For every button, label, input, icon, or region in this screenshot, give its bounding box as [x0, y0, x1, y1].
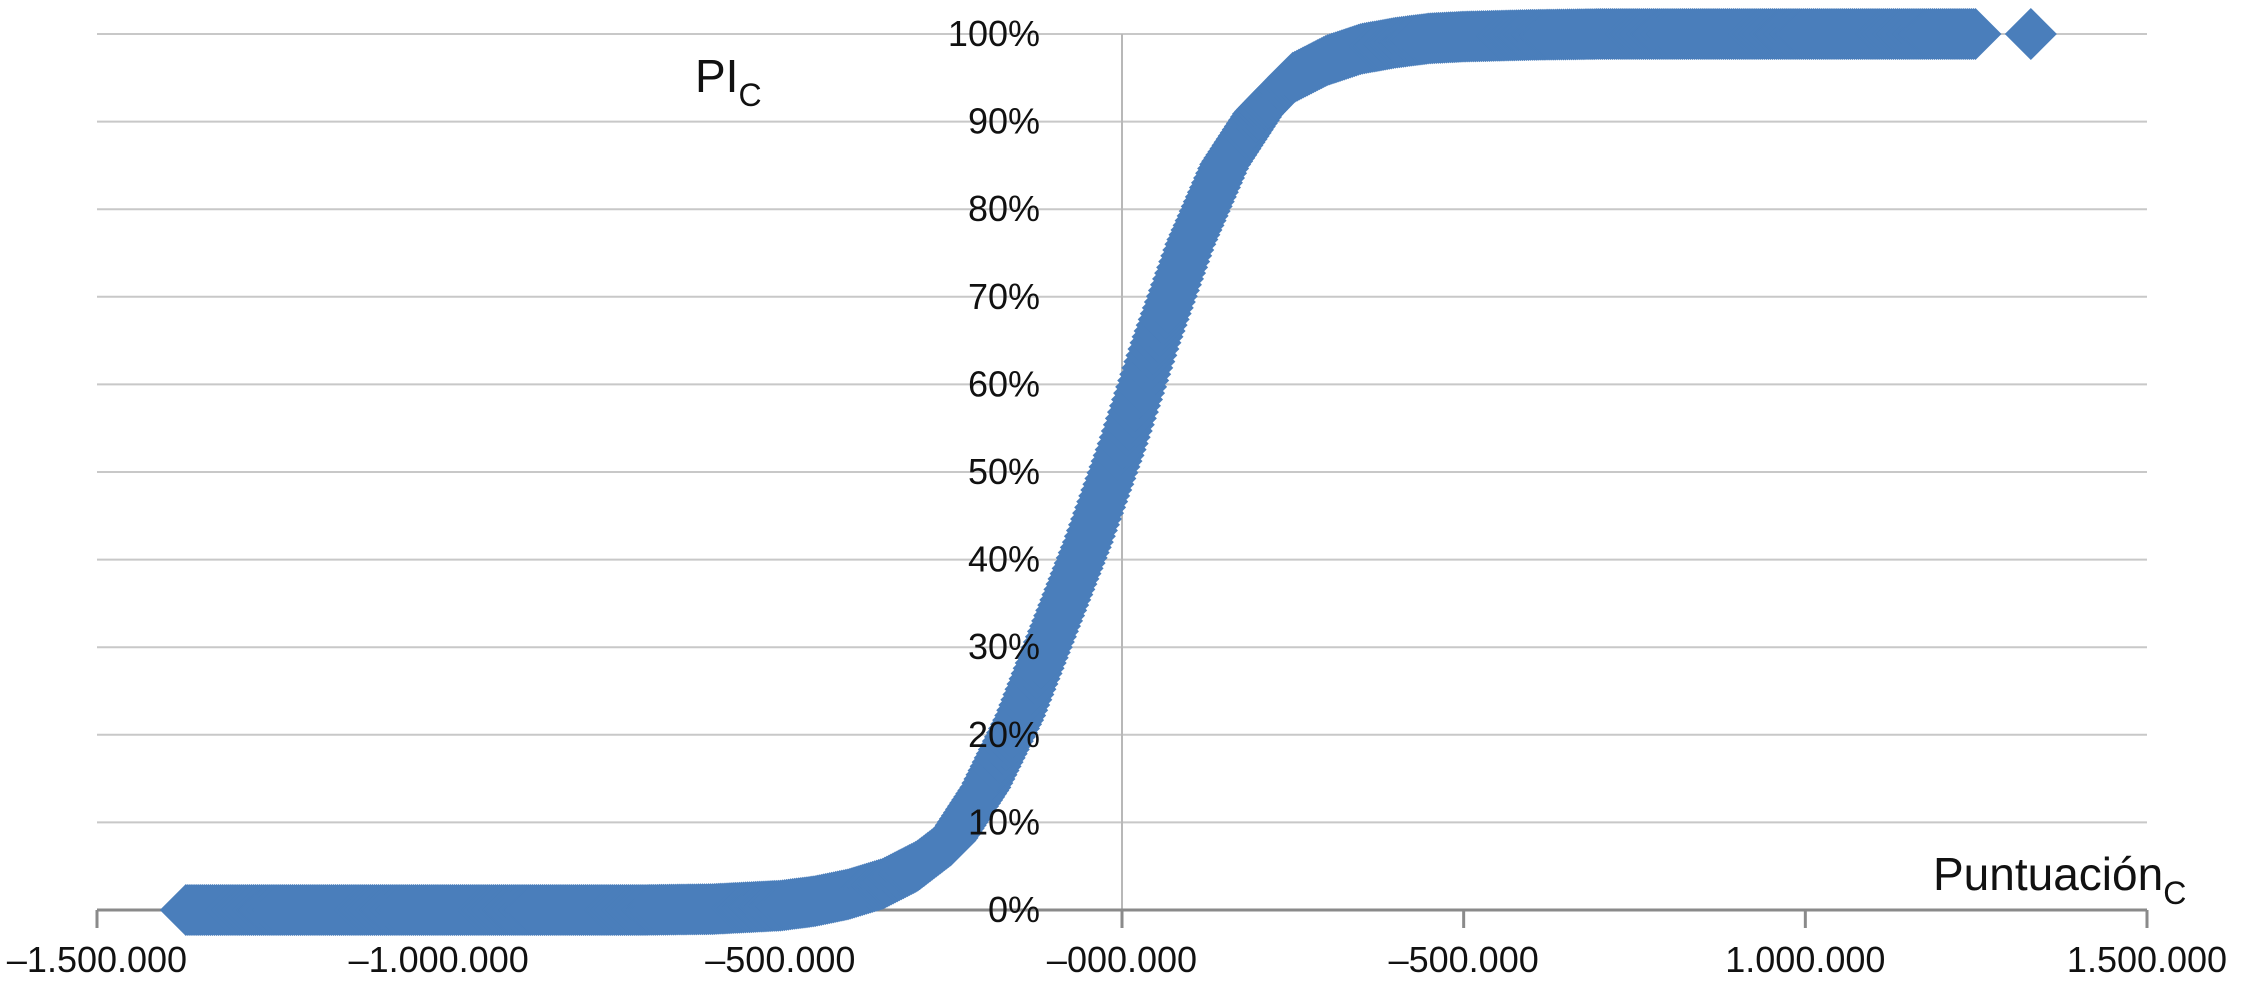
x-axis-title-main: Puntuación: [1933, 848, 2163, 900]
y-tick-label: 50%: [968, 451, 1040, 492]
y-axis-title: PIC: [695, 50, 762, 113]
y-tick-label: 40%: [968, 539, 1040, 580]
x-tick-label: 1.500.000: [2067, 939, 2227, 980]
y-tick-label: 10%: [968, 801, 1040, 842]
y-tick-label: 0%: [988, 889, 1040, 930]
x-tick-label: 1.000.000: [1725, 939, 1885, 980]
y-axis-title-sub: C: [738, 77, 761, 113]
y-tick-labels: 0% 10% 20% 30% 40% 50% 60% 70% 80% 90% 100%: [948, 13, 1040, 930]
x-tick-label: –1.000.000: [349, 939, 529, 980]
y-tick-label: 80%: [968, 188, 1040, 229]
y-tick-label: 20%: [968, 714, 1040, 755]
y-tick-label: 60%: [968, 363, 1040, 404]
x-tick-labels: –1.500.000 –1.000.000 –500.000 –000.000 –500…: [7, 939, 2227, 980]
y-tick-label: 30%: [968, 626, 1040, 667]
y-axis-title-main: PI: [695, 50, 738, 102]
y-tick-label: 70%: [968, 276, 1040, 317]
y-tick-label: 90%: [968, 101, 1040, 142]
data-point-outlier: [2004, 8, 2057, 60]
x-tick-label: –500.000: [705, 939, 855, 980]
x-tick-label: –500.000: [1389, 939, 1539, 980]
data-points: [159, 8, 2057, 936]
x-tick-label: –000.000: [1047, 939, 1197, 980]
y-tick-label: 100%: [948, 13, 1040, 54]
x-axis-title-sub: C: [2163, 875, 2186, 911]
x-tick-label: –1.500.000: [7, 939, 187, 980]
x-axis-title: PuntuaciónC: [1933, 848, 2186, 911]
data-point: [1949, 8, 2002, 60]
